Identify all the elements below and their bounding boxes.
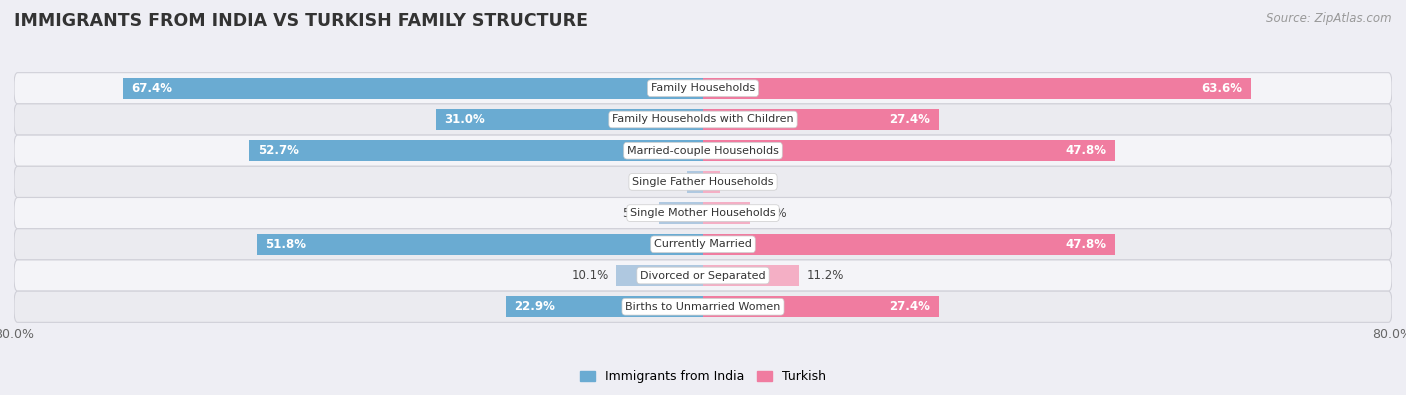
FancyBboxPatch shape [14,73,1392,104]
Text: 11.2%: 11.2% [807,269,844,282]
Text: Family Households: Family Households [651,83,755,93]
Legend: Immigrants from India, Turkish: Immigrants from India, Turkish [575,365,831,388]
Text: 52.7%: 52.7% [257,144,298,157]
FancyBboxPatch shape [14,104,1392,135]
Text: 27.4%: 27.4% [890,113,931,126]
Text: 47.8%: 47.8% [1064,238,1107,251]
Bar [703,140,1115,161]
Bar [616,265,703,286]
FancyBboxPatch shape [14,291,1392,322]
Text: 67.4%: 67.4% [131,82,172,95]
Text: Source: ZipAtlas.com: Source: ZipAtlas.com [1267,12,1392,25]
Text: 51.8%: 51.8% [266,238,307,251]
Text: 5.1%: 5.1% [623,207,652,220]
FancyBboxPatch shape [14,135,1392,166]
Bar [686,171,703,192]
Bar [257,234,703,255]
Text: 31.0%: 31.0% [444,113,485,126]
Text: Currently Married: Currently Married [654,239,752,249]
FancyBboxPatch shape [14,198,1392,229]
Text: 47.8%: 47.8% [1064,144,1107,157]
Text: 63.6%: 63.6% [1201,82,1241,95]
Text: 1.9%: 1.9% [650,175,679,188]
Text: 27.4%: 27.4% [890,300,931,313]
Text: 5.5%: 5.5% [758,207,787,220]
Bar [506,296,703,317]
Bar [703,203,751,224]
Bar [703,296,939,317]
Text: Single Father Households: Single Father Households [633,177,773,187]
FancyBboxPatch shape [14,166,1392,198]
FancyBboxPatch shape [14,260,1392,291]
Text: 22.9%: 22.9% [515,300,555,313]
Text: 2.0%: 2.0% [727,175,756,188]
Bar [703,109,939,130]
Text: Divorced or Separated: Divorced or Separated [640,271,766,280]
Text: IMMIGRANTS FROM INDIA VS TURKISH FAMILY STRUCTURE: IMMIGRANTS FROM INDIA VS TURKISH FAMILY … [14,12,588,30]
Bar [703,265,800,286]
Bar [436,109,703,130]
Text: Married-couple Households: Married-couple Households [627,146,779,156]
Text: Family Households with Children: Family Households with Children [612,115,794,124]
Text: Single Mother Households: Single Mother Households [630,208,776,218]
Text: 10.1%: 10.1% [572,269,609,282]
Bar [703,78,1251,99]
Bar [703,234,1115,255]
FancyBboxPatch shape [14,229,1392,260]
Bar [122,78,703,99]
Bar [659,203,703,224]
Bar [249,140,703,161]
Bar [703,171,720,192]
Text: Births to Unmarried Women: Births to Unmarried Women [626,302,780,312]
